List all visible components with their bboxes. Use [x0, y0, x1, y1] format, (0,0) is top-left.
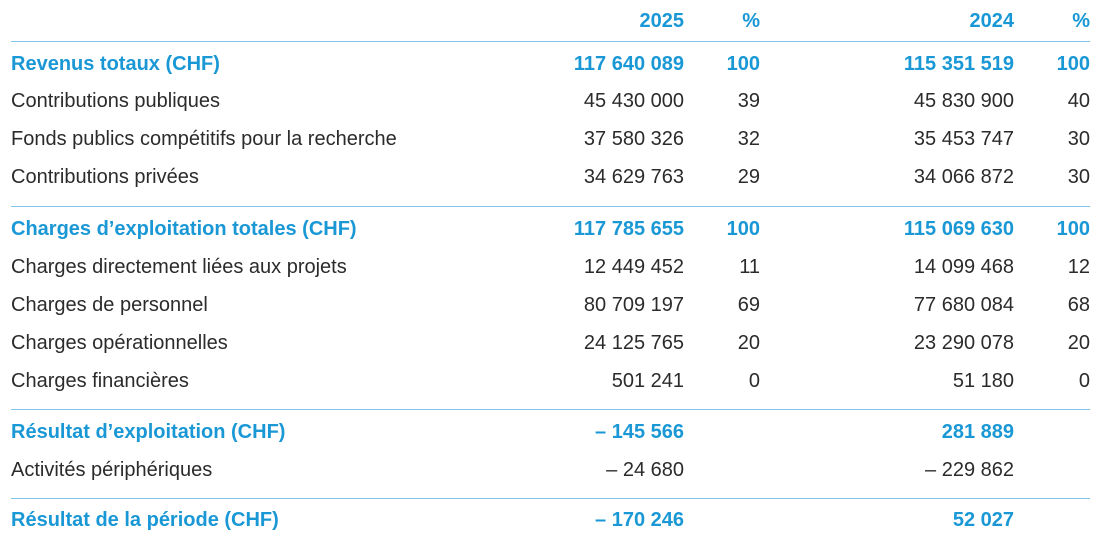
pct-2025: 100 [726, 218, 760, 240]
pct-2025: 100 [726, 53, 760, 75]
row-label: Charges d’exploitation totales (CHF) [11, 218, 357, 240]
table-header: 2025 % 2024 % [0, 3, 1100, 39]
pct-2024: 20 [1067, 332, 1090, 354]
table-row: Charges d’exploitation totales (CHF) 117… [0, 211, 1100, 247]
table-row: Résultat de la période (CHF) – 170 246 5… [0, 502, 1100, 538]
header-pct-previous: % [1072, 10, 1090, 32]
row-label: Activités périphériques [11, 459, 213, 481]
row-label: Revenus totaux (CHF) [11, 53, 220, 75]
value-2024: 34 066 872 [913, 166, 1014, 188]
row-label: Fonds publics compétitifs pour la recher… [11, 128, 397, 150]
table-row: Revenus totaux (CHF) 117 640 089 100 115… [0, 46, 1100, 82]
value-2025: 117 785 655 [573, 218, 684, 240]
table-row: Résultat d’exploitation (CHF) – 145 566 … [0, 414, 1100, 450]
value-2024: 14 099 468 [913, 256, 1014, 278]
table-row: Charges directement liées aux projets 12… [0, 249, 1100, 285]
value-2025: 12 449 452 [583, 256, 684, 278]
value-2025: – 170 246 [595, 509, 684, 531]
value-2024: 45 830 900 [913, 90, 1014, 112]
header-year-current: 2025 [639, 10, 685, 32]
table-row: Fonds publics compétitifs pour la recher… [0, 121, 1100, 157]
value-2025: 45 430 000 [583, 90, 684, 112]
pct-2024: 100 [1056, 53, 1090, 75]
value-2025: – 145 566 [595, 421, 684, 443]
row-label: Contributions privées [11, 166, 199, 188]
value-2025: 34 629 763 [583, 166, 684, 188]
pct-2025: 32 [737, 128, 760, 150]
value-2025: 117 640 089 [573, 53, 684, 75]
table-row: Contributions publiques 45 430 000 39 45… [0, 83, 1100, 119]
divider [11, 206, 1090, 207]
value-2024: 52 027 [952, 509, 1014, 531]
table-row: Charges de personnel 80 709 197 69 77 68… [0, 287, 1100, 323]
pct-2025: 11 [739, 256, 760, 278]
value-2024: 115 351 519 [903, 53, 1014, 75]
pct-2024: 0 [1078, 370, 1090, 392]
pct-2025: 20 [737, 332, 760, 354]
pct-2024: 12 [1067, 256, 1090, 278]
value-2025: – 24 680 [606, 459, 684, 481]
pct-2024: 30 [1067, 128, 1090, 150]
value-2024: 115 069 630 [903, 218, 1014, 240]
header-pct-current: % [742, 10, 760, 32]
value-2024: 281 889 [941, 421, 1014, 443]
pct-2025: 0 [748, 370, 760, 392]
row-label: Charges directement liées aux projets [11, 256, 347, 278]
value-2025: 80 709 197 [583, 294, 684, 316]
pct-2024: 68 [1067, 294, 1090, 316]
divider [11, 498, 1090, 499]
pct-2025: 69 [737, 294, 760, 316]
divider [11, 41, 1090, 42]
value-2024: 35 453 747 [913, 128, 1014, 150]
row-label: Résultat d’exploitation (CHF) [11, 421, 286, 443]
value-2025: 37 580 326 [583, 128, 684, 150]
value-2024: – 229 862 [925, 459, 1014, 481]
table-row: Charges financières 501 241 0 51 180 0 [0, 363, 1100, 399]
header-year-previous: 2024 [969, 10, 1015, 32]
value-2024: 77 680 084 [913, 294, 1014, 316]
row-label: Contributions publiques [11, 90, 221, 112]
pct-2024: 40 [1067, 90, 1090, 112]
table-row: Activités périphériques – 24 680 – 229 8… [0, 452, 1100, 488]
row-label: Charges opérationnelles [11, 332, 228, 354]
pct-2025: 29 [737, 166, 760, 188]
pct-2024: 30 [1067, 166, 1090, 188]
value-2024: 51 180 [952, 370, 1014, 392]
divider [11, 409, 1090, 410]
value-2024: 23 290 078 [913, 332, 1014, 354]
pct-2025: 39 [737, 90, 760, 112]
table-row: Contributions privées 34 629 763 29 34 0… [0, 159, 1100, 195]
row-label: Résultat de la période (CHF) [11, 509, 279, 531]
row-label: Charges de personnel [11, 294, 208, 316]
pct-2024: 100 [1056, 218, 1090, 240]
row-label: Charges financières [11, 370, 189, 392]
value-2025: 24 125 765 [583, 332, 684, 354]
table-row: Charges opérationnelles 24 125 765 20 23… [0, 325, 1100, 361]
value-2025: 501 241 [611, 370, 684, 392]
